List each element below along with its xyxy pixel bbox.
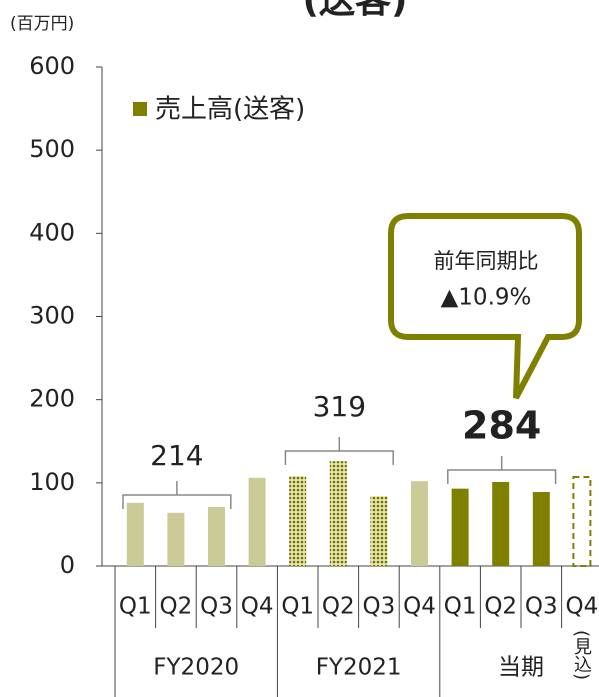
x-tick-label: Q4 bbox=[566, 594, 599, 620]
bar bbox=[167, 512, 185, 566]
x-tick-label: Q2 bbox=[322, 594, 355, 620]
y-tick-label: 600 bbox=[29, 52, 75, 80]
group-label: 当期 bbox=[498, 655, 544, 681]
x-tick-label: Q2 bbox=[160, 594, 193, 620]
bar bbox=[492, 482, 510, 566]
x-tick-label: Q3 bbox=[525, 594, 558, 620]
bar bbox=[572, 476, 592, 567]
y-tick-label: 400 bbox=[29, 218, 75, 246]
x-tick-label: Q1 bbox=[281, 594, 314, 620]
callout-text: ▲10.9% bbox=[441, 285, 532, 311]
unit-label: (百万円) bbox=[10, 14, 74, 34]
y-tick-label: 300 bbox=[29, 302, 75, 330]
x-tick-label: Q3 bbox=[200, 594, 233, 620]
bar bbox=[126, 502, 144, 566]
y-tick-label: 100 bbox=[29, 468, 75, 496]
bar bbox=[248, 477, 266, 566]
bar bbox=[451, 488, 469, 566]
y-tick-label: 0 bbox=[60, 551, 75, 579]
y-tick-label: 200 bbox=[29, 385, 75, 413]
group-bracket bbox=[284, 437, 394, 465]
bar bbox=[411, 481, 428, 566]
group-total: 214 bbox=[150, 439, 203, 472]
bar bbox=[329, 461, 347, 566]
bar bbox=[208, 506, 225, 566]
x-tick-label: Q3 bbox=[363, 594, 396, 620]
bar bbox=[289, 476, 307, 566]
x-tick-label: Q1 bbox=[119, 594, 152, 620]
y-tick-label: 500 bbox=[29, 135, 75, 163]
group-bracket bbox=[447, 456, 557, 484]
legend-label: 売上高(送客) bbox=[155, 95, 305, 125]
x-tick-label: Q2 bbox=[484, 594, 517, 620]
group-label: FY2020 bbox=[153, 655, 239, 681]
callout-box bbox=[388, 213, 582, 400]
group-total: 284 bbox=[462, 404, 541, 448]
x-tick-label: Q4 bbox=[403, 594, 436, 620]
x-tick-label: Q4 bbox=[241, 594, 274, 620]
bar bbox=[370, 496, 388, 566]
legend-swatch bbox=[133, 102, 147, 116]
callout-title: 前年同期比 bbox=[434, 249, 539, 273]
x-tick-label: Q1 bbox=[444, 594, 477, 620]
group-total: 319 bbox=[313, 390, 366, 423]
forecast-label: (見込) bbox=[571, 630, 592, 680]
chart-title: (送客) bbox=[303, 0, 408, 21]
bar bbox=[532, 491, 550, 566]
group-label: FY2021 bbox=[316, 655, 402, 681]
group-bracket bbox=[122, 481, 232, 509]
